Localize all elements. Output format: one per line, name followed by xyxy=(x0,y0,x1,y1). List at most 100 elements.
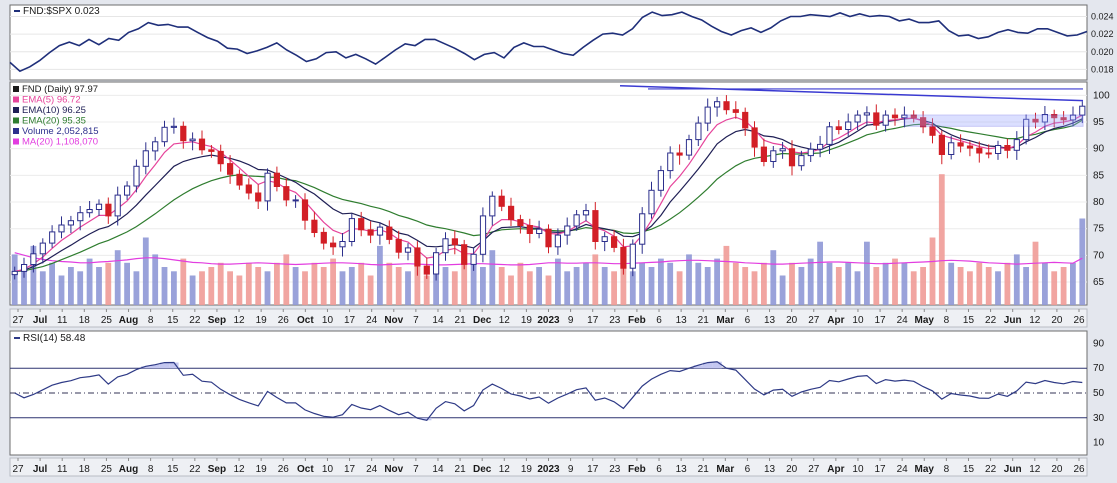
x-axis-bottom-label: 17 xyxy=(875,464,887,475)
rs-legend-label: FND:$SPX 0.023 xyxy=(23,6,100,17)
x-axis-bottom-label: 27 xyxy=(808,464,820,475)
candle-body xyxy=(695,122,702,141)
rsi-y-tick-label: 30 xyxy=(1093,413,1105,424)
volume-bar xyxy=(358,262,365,305)
x-axis-top-label: 7 xyxy=(413,315,419,326)
volume-bar xyxy=(1060,267,1067,305)
volume-bar xyxy=(957,267,964,305)
volume-bar xyxy=(414,258,421,305)
price-y-tick-label: 65 xyxy=(1093,277,1105,288)
rs-y-tick-label: 0.018 xyxy=(1091,64,1114,74)
volume-bar xyxy=(686,254,692,305)
x-axis-top-label: 12 xyxy=(1029,315,1041,326)
candle-body xyxy=(292,199,299,202)
price-y-tick-label: 100 xyxy=(1093,90,1110,101)
x-axis-top-label: 17 xyxy=(587,315,599,326)
volume-bar xyxy=(985,267,992,305)
candle-body xyxy=(957,142,964,147)
volume-bar xyxy=(770,250,777,305)
candle-body xyxy=(873,112,880,126)
x-axis-top-label: Dec xyxy=(473,315,492,326)
candle-body xyxy=(854,114,861,123)
candle-body xyxy=(489,195,496,217)
x-axis-top-label: 22 xyxy=(985,315,997,326)
volume-bar xyxy=(58,275,65,305)
volume-bar xyxy=(920,267,926,305)
support-zone-annotation xyxy=(904,114,1084,127)
volume-bar xyxy=(498,267,505,305)
candle-body xyxy=(582,210,590,216)
volume-bar xyxy=(1070,262,1076,305)
volume-bar xyxy=(611,271,617,306)
candle-body xyxy=(648,189,655,215)
candle-body xyxy=(788,148,796,167)
price-legend-label: EMA(20) 95.35 xyxy=(22,116,86,127)
volume-bar xyxy=(929,237,936,305)
x-axis-bottom-label: 2023 xyxy=(537,464,560,475)
volume-bar xyxy=(639,262,645,305)
volume-bar xyxy=(377,245,383,305)
candle-body xyxy=(938,134,945,156)
volume-bar xyxy=(798,267,805,305)
volume-bar xyxy=(283,254,290,305)
volume-bar xyxy=(695,262,702,305)
volume-bar xyxy=(274,262,280,305)
x-axis-bottom-label: 10 xyxy=(322,464,334,475)
price-legend-swatch xyxy=(13,86,19,92)
candle-body xyxy=(742,111,749,129)
volume-bar xyxy=(938,174,945,305)
x-axis-bottom-label: 24 xyxy=(897,464,909,475)
volume-bar xyxy=(817,241,823,305)
volume-bar xyxy=(77,271,84,306)
price-legend-label: FND (Daily) 97.97 xyxy=(22,84,98,95)
volume-bar xyxy=(723,245,730,305)
candle-body xyxy=(301,199,309,221)
x-axis-bottom-label: 22 xyxy=(189,464,201,475)
volume-bar xyxy=(835,267,842,305)
x-axis-top-label: 20 xyxy=(1051,315,1063,326)
volume-bar xyxy=(826,262,833,305)
volume-bar xyxy=(1051,271,1058,306)
candle-body xyxy=(863,112,870,116)
volume-bar xyxy=(667,262,674,305)
rsi-y-tick-label: 70 xyxy=(1093,363,1105,374)
x-axis-top-label: 25 xyxy=(101,315,113,326)
volume-bar xyxy=(1004,262,1011,305)
volume-bar xyxy=(742,267,749,305)
x-axis-top-label: 13 xyxy=(676,315,688,326)
volume-bar xyxy=(30,245,37,305)
candle-body xyxy=(770,150,777,163)
volume-bar xyxy=(573,267,580,305)
x-axis-top-label: 22 xyxy=(189,315,201,326)
volume-bar xyxy=(480,267,486,305)
volume-bar xyxy=(330,258,336,305)
price-legend-label: EMA(5) 96.72 xyxy=(22,95,81,106)
candle-body xyxy=(142,150,149,167)
x-axis-bottom-label: Aug xyxy=(119,464,138,475)
candle-body xyxy=(966,145,974,149)
candle-body xyxy=(835,126,842,131)
candle-body xyxy=(779,148,786,152)
x-axis-bottom-label: 21 xyxy=(455,464,467,475)
x-axis-top-label: 12 xyxy=(233,315,245,326)
candle-body xyxy=(451,238,458,246)
volume-bar xyxy=(583,262,589,305)
candle-body xyxy=(1060,117,1067,121)
candle-body xyxy=(685,139,693,156)
volume-bar xyxy=(901,262,908,305)
volume-bar xyxy=(779,275,786,305)
volume-bar xyxy=(451,271,458,306)
volume-bar xyxy=(854,271,861,306)
x-axis-top-label: 24 xyxy=(366,315,378,326)
x-axis-bottom-label: 8 xyxy=(944,464,950,475)
candle-body xyxy=(1004,145,1011,151)
volume-bar xyxy=(255,267,262,305)
volume-bar xyxy=(367,275,374,305)
volume-bar xyxy=(648,267,655,305)
volume-bar xyxy=(11,254,18,305)
volume-bar xyxy=(320,267,327,305)
volume-bar xyxy=(217,262,224,305)
candle-body xyxy=(1013,139,1020,151)
x-axis-top-label: 6 xyxy=(745,315,751,326)
candle-body xyxy=(760,146,767,163)
